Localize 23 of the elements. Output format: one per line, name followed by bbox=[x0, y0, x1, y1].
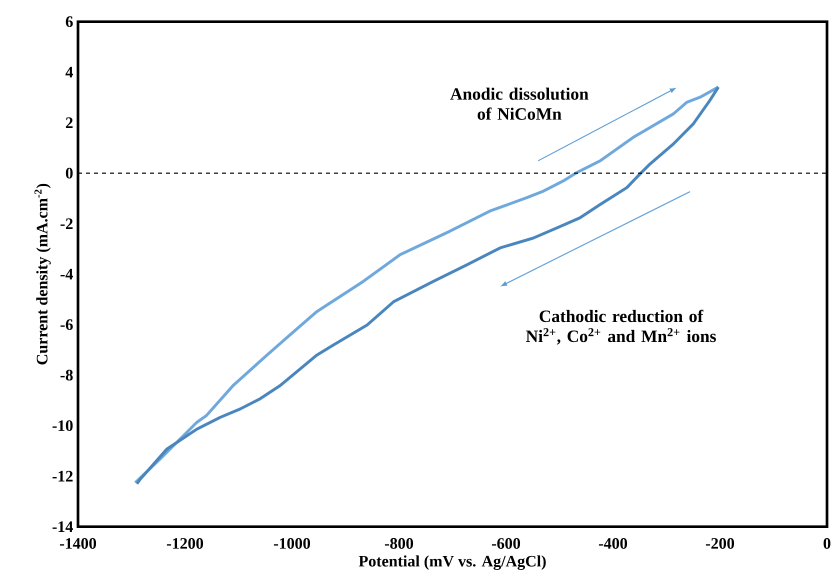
y-tick-label: 6 bbox=[66, 16, 73, 28]
y-tick-label: 0 bbox=[66, 168, 73, 179]
y-tick-label: 4 bbox=[66, 66, 73, 78]
y-tick-label: -8 bbox=[60, 370, 73, 381]
x-tick-label: -1200 bbox=[166, 538, 204, 549]
x-tick-label: -800 bbox=[384, 538, 414, 549]
y-tick-label: -10 bbox=[52, 420, 73, 432]
x-axis-title: Potential (mV vs. Ag/AgCl) bbox=[358, 555, 546, 570]
y-tick-label: -14 bbox=[52, 521, 73, 532]
annotation: Cathodic reduction of Ni$^{2+}$, Co$^{2+}$ and Mn$^{2+}$ ions bbox=[526, 310, 716, 345]
annotation: Anodic dissolution of NiCoMn bbox=[450, 88, 588, 120]
x-tick-label: -1400 bbox=[60, 538, 96, 549]
y-tick-label: -4 bbox=[60, 268, 73, 280]
y-axis-title: Current density (mA.cm$^{-2}$) bbox=[34, 184, 51, 364]
y-tick-label: -2 bbox=[60, 218, 73, 229]
y-tick-label: -6 bbox=[60, 319, 73, 330]
x-tick-label: -600 bbox=[492, 538, 520, 549]
x-tick-label: -200 bbox=[706, 538, 734, 549]
x-tick-label: -1000 bbox=[274, 538, 310, 549]
x-tick-label: -400 bbox=[598, 538, 628, 549]
x-tick-label: 0 bbox=[824, 538, 830, 549]
y-tick-label: -12 bbox=[52, 470, 73, 482]
y-tick-label: 2 bbox=[66, 117, 73, 128]
